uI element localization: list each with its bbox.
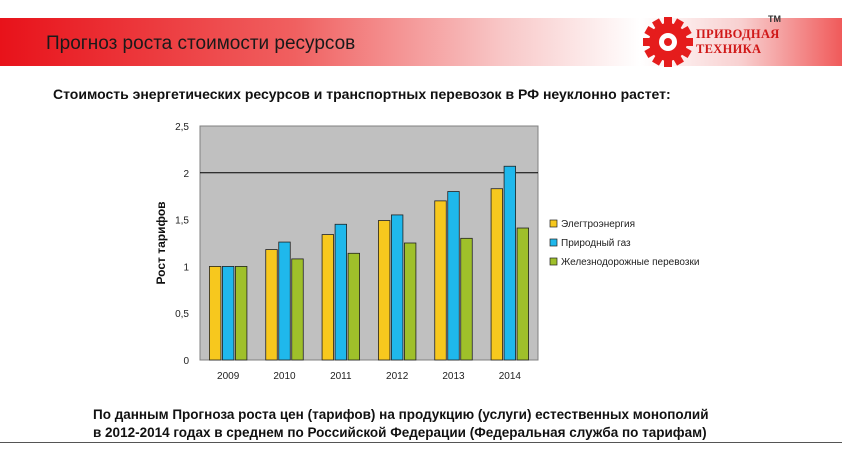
x-tick-label: 2012 [386, 371, 409, 382]
bar [516, 227, 529, 361]
y-axis-title: Рост тарифов [154, 201, 168, 284]
bar [235, 265, 248, 361]
x-tick-label: 2011 [330, 371, 352, 382]
y-tick-label: 0 [183, 356, 189, 367]
x-tick-label: 2009 [217, 371, 240, 382]
x-tick-label: 2013 [442, 371, 465, 382]
chart-subtitle: Стоимость энергетических ресурсов и тран… [53, 86, 671, 102]
bar [347, 252, 360, 361]
logo-text-line2: ТЕХНИКА [696, 42, 762, 56]
legend-swatch [549, 257, 558, 266]
bar [503, 165, 516, 361]
x-tick-label: 2014 [499, 371, 522, 382]
legend-label: Железнодорожные перевозки [561, 257, 699, 268]
bar [447, 191, 460, 361]
bar [460, 237, 473, 361]
gear-icon [643, 17, 693, 67]
bar [391, 214, 404, 361]
bar [291, 258, 304, 361]
header-banner [0, 18, 842, 66]
y-tick-label: 1 [183, 262, 189, 273]
logo [643, 17, 693, 67]
bar [265, 249, 278, 361]
bar [209, 265, 222, 361]
y-tick-label: 1,5 [175, 216, 189, 227]
y-tick-label: 2 [183, 169, 189, 180]
legend-label: Элегтроэнергия [561, 219, 635, 230]
bar [278, 241, 291, 361]
bar [434, 200, 447, 361]
legend-label: Природный газ [561, 238, 631, 249]
bar [321, 234, 334, 361]
bar [378, 220, 391, 361]
footnote-line1: По данным Прогноза роста цен (тарифов) н… [93, 407, 709, 422]
footnote-line2: в 2012-2014 годах в среднем по Российско… [93, 425, 707, 440]
bar [334, 223, 347, 361]
legend-swatch [549, 219, 558, 228]
legend-swatch [549, 238, 558, 247]
bar [490, 188, 503, 361]
bar [404, 242, 417, 361]
footnote: По данным Прогноза роста цен (тарифов) н… [93, 406, 709, 442]
logo-text-line1: ПРИВОДНАЯ [696, 27, 780, 41]
plot-area [199, 125, 539, 361]
page-title: Прогноз роста стоимости ресурсов [46, 33, 356, 54]
logo-trademark: TM [768, 14, 781, 24]
y-tick-label: 2,5 [175, 122, 189, 133]
footer-divider [0, 442, 842, 443]
x-tick-label: 2010 [273, 371, 296, 382]
bar [222, 265, 235, 361]
y-tick-label: 0,5 [175, 309, 189, 320]
